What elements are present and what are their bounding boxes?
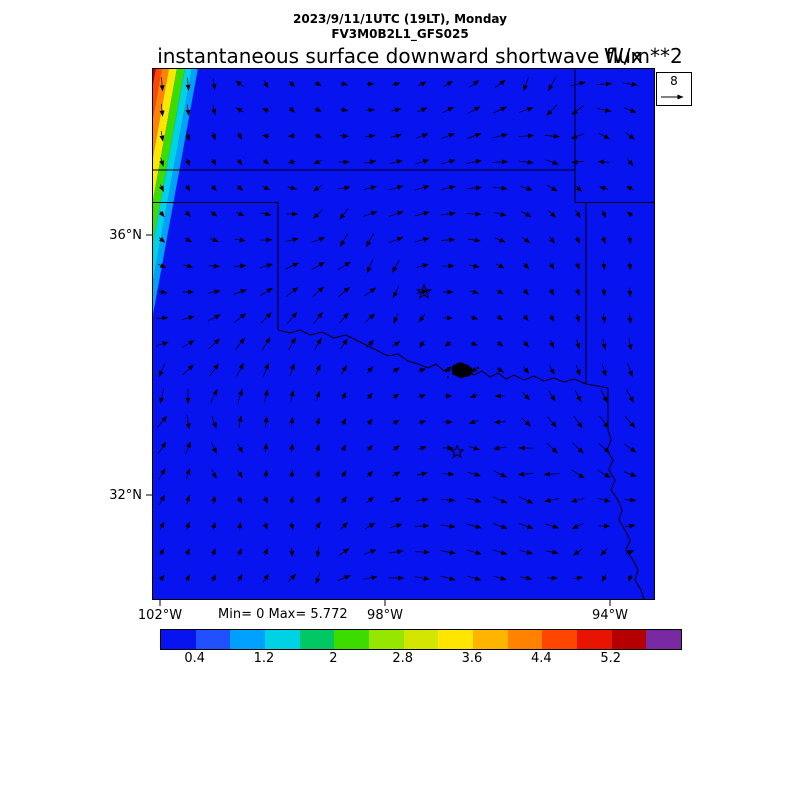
axis-ticks [146, 234, 611, 606]
colorbar-tick-label: 1.2 [253, 651, 275, 666]
wind-reference-box [656, 72, 692, 106]
colorbar-segment [438, 630, 474, 649]
colorbar-segment [161, 630, 196, 649]
colorbar-segment [299, 630, 335, 649]
minmax-stats: Min= 0 Max= 5.772 [218, 607, 348, 622]
units-label: W/m**2 [604, 44, 683, 68]
colorbar-segment [473, 630, 508, 649]
colorbar-segment [195, 630, 231, 649]
wind-arrows [155, 77, 638, 585]
lon-tick-label: 102°W [137, 608, 183, 623]
lat-tick-label: 32°N [109, 488, 142, 503]
map-border [152, 68, 655, 600]
lon-tick-label: 94°W [592, 608, 628, 623]
wind-reference-value: 8 [670, 74, 678, 88]
colorbar-segment [577, 630, 612, 649]
map-background-field [152, 68, 655, 600]
colorbar-tick-label: 4.4 [530, 651, 552, 666]
colorbar-tick-label: 3.6 [461, 651, 483, 666]
datetime-line: 2023/9/11/1UTC (19LT), Monday [293, 12, 507, 26]
colorbar-segment [542, 630, 578, 649]
colorbar-segment [265, 630, 300, 649]
colorbar-segment [369, 630, 404, 649]
colorbar-tick-label: 2.8 [392, 651, 413, 666]
lake-texoma-blob [452, 362, 474, 378]
colorbar-tick-label: 0.4 [184, 651, 205, 666]
colorbar-segment [646, 630, 682, 649]
colorbar-segment [507, 630, 543, 649]
city-marker-star [415, 283, 465, 459]
terminator-band [152, 68, 198, 320]
lon-tick-label: 98°W [367, 608, 403, 623]
model-run-line: FV3M0B2L1_GFS025 [331, 27, 469, 41]
lat-tick-label: 36°N [109, 228, 142, 243]
colorbar-segment [230, 630, 266, 649]
colorbar-segment [334, 630, 370, 649]
colorbar-tick-label: 5.2 [600, 651, 621, 666]
colorbar-segment [611, 630, 647, 649]
river-detail-dot [447, 376, 449, 378]
colorbar-segment [403, 630, 439, 649]
colorbar-tick-label: 2 [329, 651, 338, 666]
colorbar [160, 629, 682, 650]
river-detail-dot [476, 366, 480, 370]
city-star-markers [415, 283, 465, 459]
plot-title: instantaneous surface downward shortwave… [157, 44, 643, 68]
state-borders [152, 68, 655, 600]
